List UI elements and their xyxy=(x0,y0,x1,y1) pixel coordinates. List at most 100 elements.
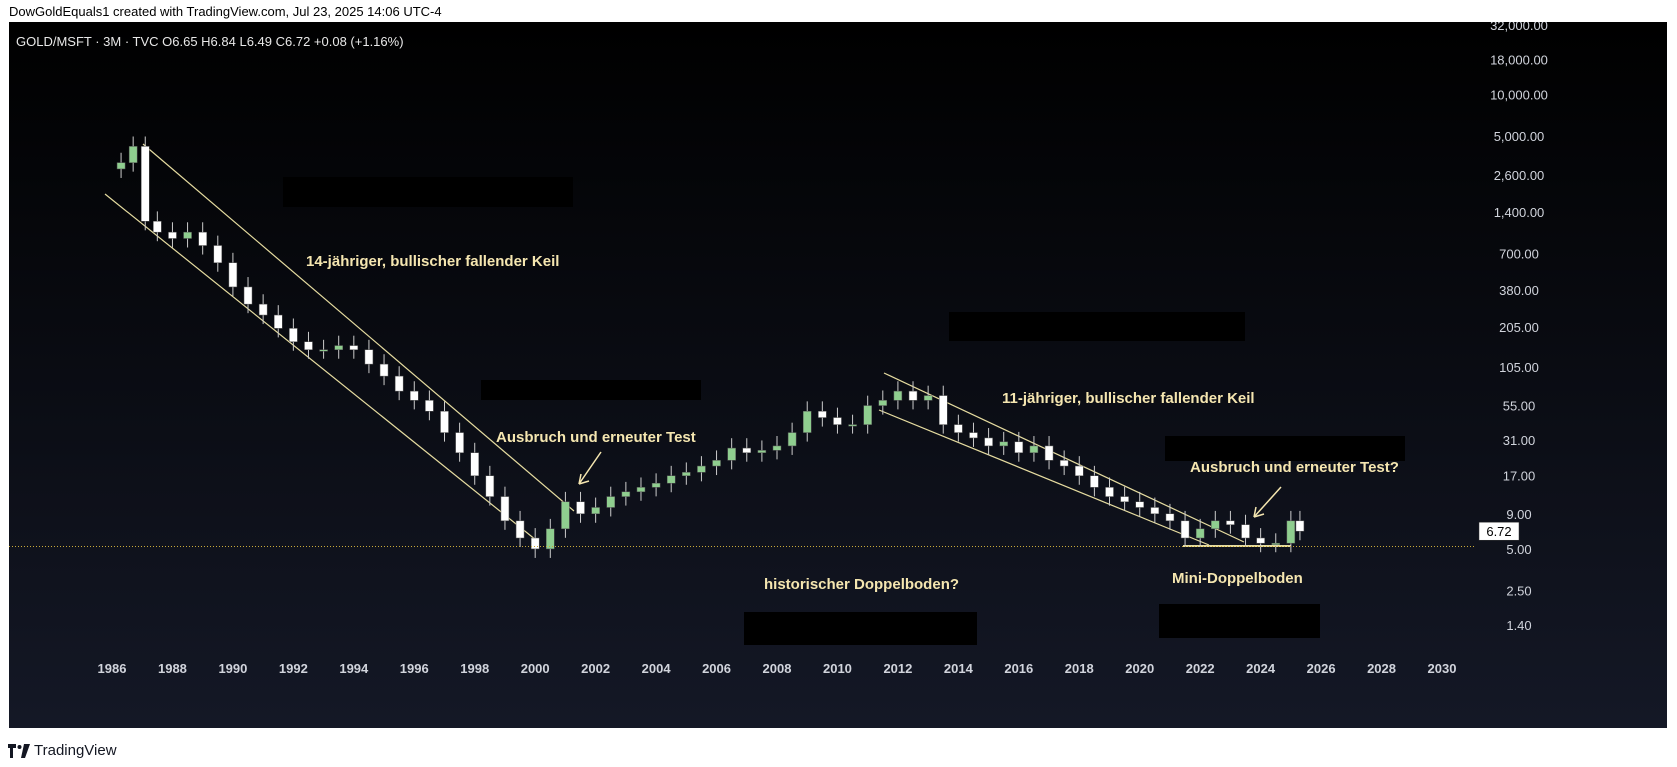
candle xyxy=(198,222,207,255)
candle-body xyxy=(727,447,736,461)
candle xyxy=(969,422,978,447)
candle-body xyxy=(425,400,434,412)
last-price-label: 6.72 xyxy=(1486,524,1511,539)
annotation-label: 11-jähriger, bullischer fallender Keil xyxy=(1002,390,1255,407)
price-tick-label: 2,600.00 xyxy=(1494,168,1545,183)
price-chart[interactable]: 32,000.00 18,000.00 10,000.00 5,000.00 2,600… xyxy=(9,22,1667,728)
candle-body xyxy=(349,345,359,350)
time-tick-label: 2028 xyxy=(1367,661,1396,676)
candle xyxy=(485,465,495,506)
candle xyxy=(470,442,479,485)
price-tick-label: 5,000.00 xyxy=(1494,129,1545,144)
price-tick-label: 31.00 xyxy=(1503,433,1536,448)
candle-body xyxy=(561,501,570,530)
candle xyxy=(289,318,298,351)
candle xyxy=(364,339,374,374)
candle xyxy=(168,222,177,248)
price-tick-label: 105.00 xyxy=(1499,360,1539,375)
footer-brand-text: TradingView xyxy=(34,742,117,759)
candle-body xyxy=(1044,445,1054,461)
candle-body xyxy=(712,460,721,467)
time-tick-label: 1996 xyxy=(400,661,429,676)
annotation-label: historischer Doppelboden? xyxy=(764,576,959,593)
redaction-box xyxy=(1165,436,1405,461)
arrow-head-icon xyxy=(578,473,590,485)
candle-body xyxy=(213,245,223,263)
last-price-badge xyxy=(1478,521,1520,541)
candle xyxy=(984,428,993,455)
price-tick-label: 2.50 xyxy=(1506,583,1531,598)
candle xyxy=(546,518,555,558)
candle-body xyxy=(1075,465,1084,476)
candle-body xyxy=(258,303,268,316)
candle xyxy=(1211,510,1220,538)
tradingview-logo-icon xyxy=(8,743,30,758)
redaction-box xyxy=(283,177,573,207)
candle-body xyxy=(289,328,298,342)
time-tick-label: 2016 xyxy=(1004,661,1033,676)
price-tick-label: 380.00 xyxy=(1499,283,1539,298)
time-tick-label: 2018 xyxy=(1065,661,1094,676)
candle xyxy=(425,390,434,421)
candle xyxy=(787,422,797,455)
candle-body xyxy=(666,475,676,484)
time-tick-label: 2010 xyxy=(823,661,852,676)
candle xyxy=(515,510,525,548)
candle xyxy=(319,339,328,359)
candle xyxy=(939,385,948,434)
time-tick-label: 2020 xyxy=(1125,661,1154,676)
candle-body xyxy=(440,411,449,433)
candle xyxy=(440,401,449,442)
candle-body xyxy=(984,437,993,447)
candle-body xyxy=(651,482,661,488)
candle-body xyxy=(364,349,374,365)
time-tick-label: 2004 xyxy=(642,661,672,676)
candle-body xyxy=(1286,520,1296,544)
candle-body xyxy=(1271,542,1280,545)
candle xyxy=(1195,518,1205,548)
candle-body xyxy=(334,345,343,350)
annotation-label: Ausbruch und erneuter Test xyxy=(496,429,696,446)
candle-body xyxy=(923,395,933,401)
candle-body xyxy=(848,424,857,427)
arrow-icon xyxy=(1253,486,1282,518)
time-tick-label: 2024 xyxy=(1246,661,1276,676)
candle xyxy=(833,407,842,434)
candle-body xyxy=(954,424,963,433)
candle-body xyxy=(893,390,903,401)
candle-body xyxy=(878,400,888,406)
chart-background xyxy=(9,22,1667,728)
candle-body xyxy=(1120,496,1129,503)
candle-body xyxy=(485,475,495,497)
candle-body xyxy=(319,349,328,352)
time-axis[interactable]: 1986 1988 1990 1992 1994 1996 1998 2000 2002 2004… xyxy=(98,661,1457,676)
candle xyxy=(727,438,736,470)
candle xyxy=(818,401,827,427)
candle xyxy=(878,390,888,415)
candle-body xyxy=(802,411,812,433)
time-tick-label: 2000 xyxy=(521,661,550,676)
candle-body xyxy=(546,528,555,550)
wedge-line xyxy=(104,193,537,541)
annotation-label: 14-jähriger, bullischer fallender Keil xyxy=(306,253,559,270)
candle-body xyxy=(455,432,464,453)
candle xyxy=(742,438,752,462)
time-tick-label: 2012 xyxy=(883,661,912,676)
price-tick-label: 205.00 xyxy=(1499,320,1539,335)
chart-area[interactable]: 32,000.00 18,000.00 10,000.00 5,000.00 2,600… xyxy=(9,22,1667,728)
candle-body xyxy=(999,441,1008,447)
price-tick-label: 5.00 xyxy=(1506,542,1531,557)
price-axis[interactable]: 32,000.00 18,000.00 10,000.00 5,000.00 2,600… xyxy=(9,22,1548,633)
candle xyxy=(1226,510,1235,534)
candle xyxy=(1241,514,1250,548)
candle xyxy=(274,305,283,338)
wedge-line xyxy=(878,409,1210,546)
candle-body xyxy=(576,501,585,515)
footer-brand[interactable]: TradingView xyxy=(8,742,117,759)
candle xyxy=(1295,510,1305,541)
symbol-legend[interactable]: GOLD/MSFT · 3M · TVC O6.65 H6.84 L6.49 C… xyxy=(16,34,404,49)
candle-body xyxy=(591,507,600,515)
time-tick-label: 2002 xyxy=(581,661,610,676)
candle-body xyxy=(1090,475,1099,488)
candle-body xyxy=(1150,507,1160,515)
